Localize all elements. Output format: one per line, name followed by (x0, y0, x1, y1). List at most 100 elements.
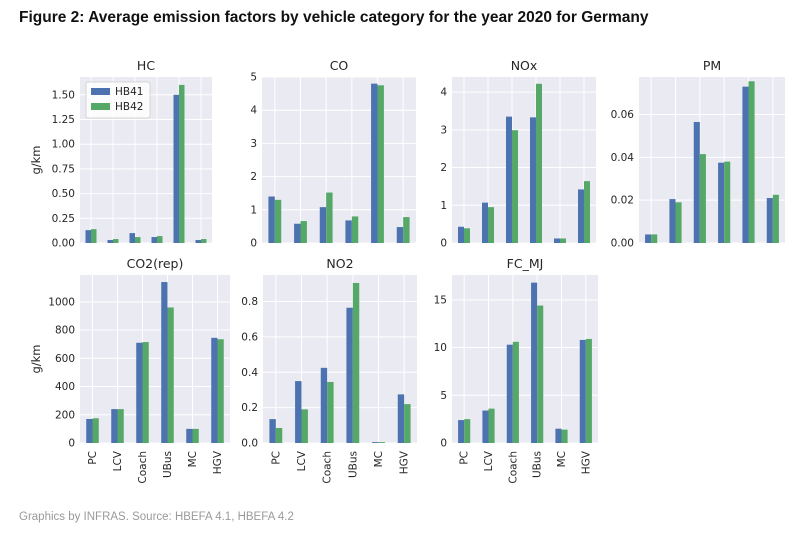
bar-HB41 (345, 220, 352, 243)
bar-HB41 (211, 337, 218, 443)
legend-swatch-HB42 (91, 103, 110, 110)
bar-HB42 (135, 237, 141, 243)
bar-HB42 (352, 282, 360, 443)
bar-HB42 (274, 199, 282, 243)
bar-HB42 (377, 85, 384, 243)
y-tick-label: 0.00 (52, 238, 75, 250)
y-tick-label: 5 (440, 390, 447, 402)
subplot-title: FC_MJ (507, 256, 544, 271)
bar-HB41 (268, 196, 275, 243)
y-tick-label: 2 (440, 162, 447, 174)
bar-HB42 (179, 84, 185, 244)
y-tick-label: 0.8 (241, 296, 258, 308)
y-tick-label: 0.06 (611, 109, 635, 121)
y-tick-label: 0.6 (241, 331, 258, 343)
bar-HB41 (85, 230, 91, 243)
legend-label: HB41 (115, 86, 143, 98)
bar-HB42 (403, 217, 410, 243)
y-tick-label: 5 (250, 72, 257, 84)
bar-HB42 (117, 409, 124, 443)
y-tick-label: 4 (250, 105, 257, 117)
subplot-title: NOx (511, 58, 538, 73)
subplot-3: 0.00 0.02 0.04 0.06 PM (611, 58, 785, 250)
bar-HB41 (578, 189, 584, 243)
bar-HB41 (396, 227, 404, 243)
bar-HB42 (537, 305, 544, 443)
subplot-title: CO (330, 58, 349, 73)
bar-HB41 (320, 367, 328, 443)
bar-HB41 (458, 420, 465, 443)
y-tick-label: 0 (440, 238, 447, 250)
y-tick-label: 200 (55, 409, 75, 421)
y-tick-label: 0.75 (52, 163, 75, 175)
x-tick-label: MC (556, 451, 568, 467)
y-axis-label: g/km (29, 145, 43, 174)
x-tick-label: HGV (212, 450, 224, 474)
plot-area (639, 77, 785, 243)
y-tick-label: 1 (440, 200, 447, 212)
y-tick-label: 400 (55, 381, 75, 393)
y-axis-label: g/km (29, 344, 43, 373)
bar-HB42 (351, 216, 359, 243)
bar-HB42 (536, 83, 542, 243)
bar-HB41 (482, 202, 488, 243)
subplot-4: 0 200 400 600 800 1000 CO2(rep) g/km PC LCV Coach U… (29, 256, 230, 484)
bar-HB42 (92, 418, 99, 443)
bar-HB42 (326, 192, 333, 243)
bar-HB41 (195, 240, 201, 243)
y-tick-label: 1.00 (52, 139, 75, 151)
y-tick-label: 4 (440, 87, 447, 99)
bar-HB42 (651, 234, 658, 243)
bar-HB42 (464, 228, 470, 243)
bar-HB42 (142, 342, 149, 443)
y-tick-label: 800 (55, 325, 75, 337)
subplot-6: 0 5 10 15 FC_MJ PC LCV Coach UBus MC HGV (434, 256, 598, 484)
x-tick-label: HGV (580, 450, 592, 474)
bar-HB41 (645, 234, 652, 243)
bar-HB41 (294, 223, 301, 243)
bar-HB41 (766, 198, 773, 243)
bar-HB41 (530, 117, 536, 243)
bar-HB41 (693, 121, 700, 243)
y-tick-label: 0.50 (52, 188, 75, 200)
y-tick-label: 0.04 (611, 152, 635, 164)
x-tick-label: MC (187, 451, 199, 467)
bar-HB42 (584, 181, 590, 243)
x-tick-label: LCV (483, 450, 495, 471)
y-tick-label: 0 (68, 438, 75, 450)
legend: HB41 HB42 (85, 81, 151, 119)
x-tick-label: UBus (162, 451, 174, 478)
bar-HB42 (512, 130, 518, 243)
y-tick-label: 0.0 (241, 438, 258, 450)
plot-area (452, 77, 596, 243)
subplot-1: 0 1 2 3 4 5 CO (250, 58, 416, 250)
bar-HB41 (173, 94, 179, 244)
bar-HB42 (301, 409, 308, 443)
x-tick-label: Coach (322, 451, 334, 484)
y-tick-label: 600 (55, 353, 75, 365)
x-tick-label: Coach (507, 451, 519, 484)
y-tick-label: 3 (250, 138, 257, 150)
bar-HB41 (397, 394, 405, 443)
y-tick-label: 15 (434, 294, 447, 306)
bar-HB42 (217, 339, 224, 443)
bar-HB41 (319, 207, 327, 243)
bar-HB41 (136, 342, 143, 443)
bar-HB42 (378, 442, 385, 443)
bar-HB41 (506, 344, 513, 443)
bar-HB42 (192, 428, 199, 443)
y-tick-label: 3 (440, 124, 447, 136)
y-tick-label: 0.2 (241, 402, 258, 414)
bar-HB42 (585, 338, 592, 443)
bar-HB42 (561, 429, 568, 443)
bar-HB42 (113, 239, 119, 243)
subplot-title: PM (703, 58, 721, 73)
bar-HB42 (201, 239, 207, 243)
x-tick-label: PC (459, 451, 471, 465)
subplot-2: 0 1 2 3 4 NOx (440, 58, 596, 250)
subplot-title: HC (137, 58, 155, 73)
bar-HB42 (488, 408, 495, 443)
x-tick-label: Coach (137, 451, 149, 484)
subplot-0: 0.000.250.500.751.001.251.50HCg/kmHB41HB… (29, 58, 212, 250)
